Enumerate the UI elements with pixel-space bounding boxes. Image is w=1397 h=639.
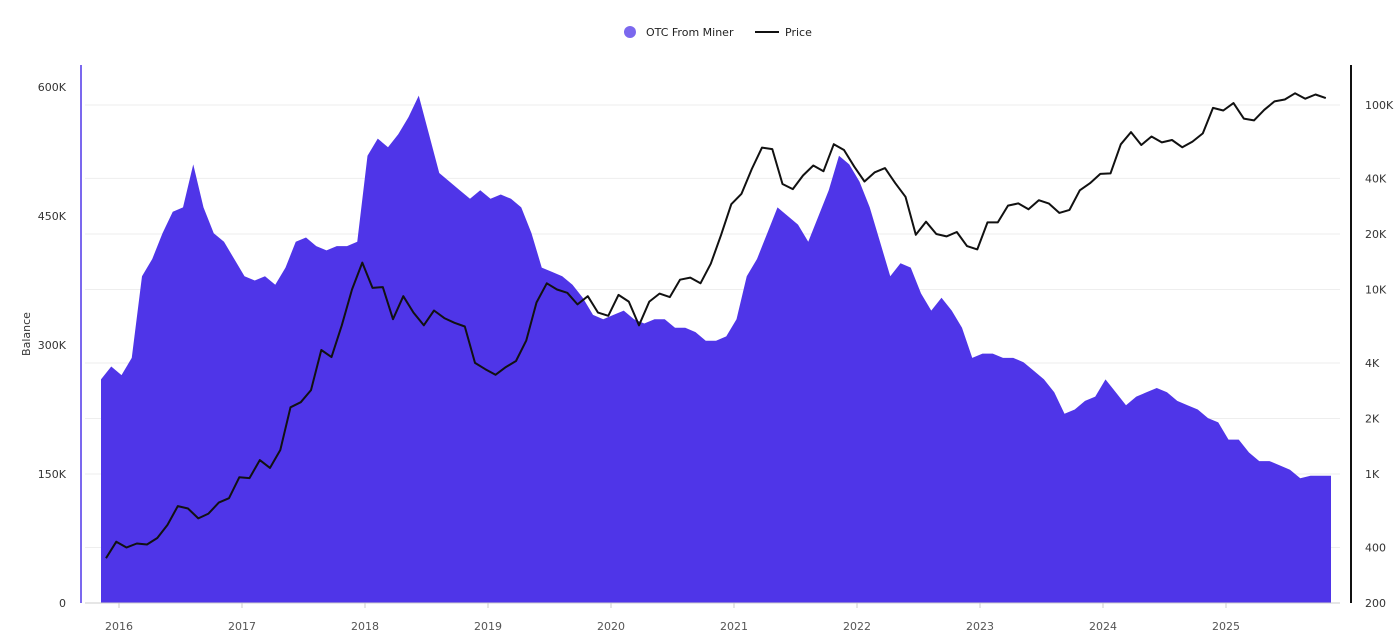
- right-tick-label: 100K: [1365, 99, 1394, 112]
- x-tick-label: 2018: [351, 620, 379, 633]
- left-tick-label: 450K: [38, 210, 67, 223]
- otc-from-miner-area: [101, 95, 1331, 603]
- legend-otc-marker: [624, 26, 636, 38]
- y-axis-label: Balance: [20, 312, 33, 356]
- legend[interactable]: OTC From Miner Price: [624, 26, 812, 39]
- left-tick-label: 150K: [38, 468, 67, 481]
- x-tick-label: 2017: [228, 620, 256, 633]
- right-tick-label: 20K: [1365, 228, 1387, 241]
- right-tick-label: 2K: [1365, 412, 1380, 425]
- x-axis-ticks: 2016 2017 2018 2019 2020 2021 2022 2023 2024 2025: [105, 603, 1240, 633]
- right-tick-label: 200: [1365, 597, 1386, 610]
- right-tick-label: 4K: [1365, 357, 1380, 370]
- x-tick-label: 2022: [843, 620, 871, 633]
- x-tick-label: 2023: [966, 620, 994, 633]
- right-tick-label: 40K: [1365, 172, 1387, 185]
- price-line: [105, 92, 1327, 559]
- left-tick-label: 0: [59, 597, 66, 610]
- x-tick-label: 2021: [720, 620, 748, 633]
- right-tick-label: 10K: [1365, 284, 1387, 297]
- left-tick-label: 300K: [38, 339, 67, 352]
- right-tick-label: 400: [1365, 541, 1386, 554]
- right-tick-label: 1K: [1365, 468, 1380, 481]
- x-tick-label: 2025: [1212, 620, 1240, 633]
- left-axis-ticks: 0 150K 300K 450K 600K: [38, 81, 67, 610]
- x-tick-label: 2016: [105, 620, 133, 633]
- x-tick-label: 2019: [474, 620, 502, 633]
- x-tick-label: 2024: [1089, 620, 1117, 633]
- x-tick-label: 2020: [597, 620, 625, 633]
- right-axis-ticks: 200 400 1K 2K 4K 10K 20K 40K 100K: [1365, 99, 1394, 610]
- legend-otc-label[interactable]: OTC From Miner: [646, 26, 734, 39]
- legend-price-label[interactable]: Price: [785, 26, 812, 39]
- left-tick-label: 600K: [38, 81, 67, 94]
